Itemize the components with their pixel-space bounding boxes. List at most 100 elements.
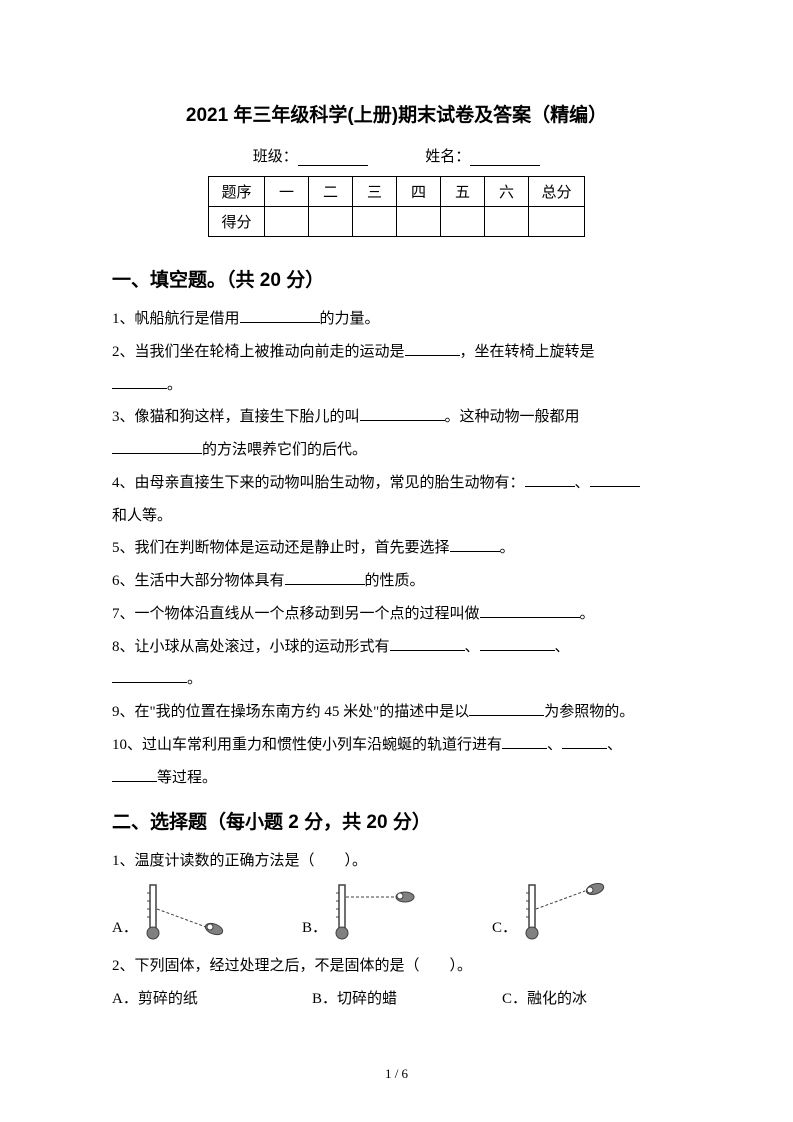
q-text: 6、生活中大部分物体具有 (112, 573, 285, 589)
td-score-label: 得分 (209, 207, 265, 237)
q-text: 10、过山车常利用重力和惯性使小列车沿蜿蜒的轨道行进有 (112, 737, 502, 753)
blank[interactable] (112, 375, 167, 389)
q-text: 8、让小球从高处滚过，小球的运动形式有 (112, 639, 390, 655)
thermometer-b-icon (333, 883, 433, 941)
q7: 7、一个物体沿直线从一个点移动到另一个点的过程叫做 。 (112, 599, 681, 630)
blank[interactable] (112, 440, 202, 454)
section-1-title: 一、填空题。（共 20 分） (112, 265, 681, 292)
opt-label: C． (492, 916, 517, 937)
th-2: 二 (309, 177, 353, 207)
td-blank[interactable] (529, 207, 585, 237)
q8: 8、让小球从高处滚过，小球的运动形式有 、 、 (112, 632, 681, 663)
thermometer-c-icon (523, 883, 623, 941)
option-b[interactable]: B．切碎的蜡 (312, 984, 502, 1015)
name-blank[interactable] (470, 150, 540, 166)
q-text: 9、在"我的位置在操场东南方约 45 米处"的描述中是以 (112, 704, 469, 720)
s2-q2: 2、下列固体，经过处理之后，不是固体的是（ ）。 (112, 951, 681, 982)
td-blank[interactable] (485, 207, 529, 237)
q3-cont: 的方法喂养它们的后代。 (112, 435, 681, 466)
q-text: 。 (580, 606, 595, 622)
option-c[interactable]: C． (492, 883, 623, 941)
q-text: 等过程。 (157, 770, 217, 786)
blank[interactable] (405, 342, 460, 356)
blank[interactable] (112, 669, 187, 683)
s2-q1-options: A． B． C． (112, 883, 681, 941)
q-text: 、 (575, 475, 590, 491)
blank[interactable] (390, 637, 465, 651)
q-text: 、 (547, 737, 562, 753)
name-label: 姓名： (425, 149, 470, 165)
th-total: 总分 (529, 177, 585, 207)
q10: 10、过山车常利用重力和惯性使小列车沿蜿蜒的轨道行进有 、 、 (112, 730, 681, 761)
q6: 6、生活中大部分物体具有 的性质。 (112, 566, 681, 597)
q-text: 、 (607, 737, 622, 753)
q4-cont: 和人等。 (112, 501, 681, 532)
score-table: 题序 一 二 三 四 五 六 总分 得分 (208, 176, 585, 237)
q-text: 7、一个物体沿直线从一个点移动到另一个点的过程叫做 (112, 606, 480, 622)
blank[interactable] (525, 473, 575, 487)
th-1: 一 (265, 177, 309, 207)
blank[interactable] (360, 407, 445, 421)
q1: 1、帆船航行是借用的力量。 (112, 304, 681, 335)
q-text: 3、像猫和狗这样，直接生下胎儿的叫 (112, 409, 360, 425)
blank[interactable] (240, 309, 320, 323)
td-blank[interactable] (309, 207, 353, 237)
q-text: ，坐在转椅上旋转是 (460, 344, 595, 360)
thermometer-a-icon (144, 883, 244, 941)
blank[interactable] (562, 735, 607, 749)
blank[interactable] (450, 538, 500, 552)
q8-cont: 。 (112, 664, 681, 695)
option-a[interactable]: A．剪碎的纸 (112, 984, 312, 1015)
blank[interactable] (480, 637, 555, 651)
blank[interactable] (590, 473, 640, 487)
page-title: 2021 年三年级科学(上册)期末试卷及答案（精编） (112, 100, 681, 127)
th-4: 四 (397, 177, 441, 207)
td-blank[interactable] (441, 207, 485, 237)
q-text: 为参照物的。 (544, 704, 634, 720)
q-text: 4、由母亲直接生下来的动物叫胎生动物，常见的胎生动物有： (112, 475, 525, 491)
q-text: 、 (555, 639, 570, 655)
q3: 3、像猫和狗这样，直接生下胎儿的叫 。这种动物一般都用 (112, 402, 681, 433)
q5: 5、我们在判断物体是运动还是静止时，首先要选择 。 (112, 533, 681, 564)
info-line: 班级： 姓名： (112, 145, 681, 166)
q2-cont: 。 (112, 370, 681, 401)
td-blank[interactable] (265, 207, 309, 237)
q-text: 1、帆船航行是借用 (112, 311, 240, 327)
blank[interactable] (112, 768, 157, 782)
th-3: 三 (353, 177, 397, 207)
q-text: 和人等。 (112, 508, 172, 524)
q-text: 5、我们在判断物体是运动还是静止时，首先要选择 (112, 540, 450, 556)
q-text: 的方法喂养它们的后代。 (202, 442, 367, 458)
q-text: 。这种动物一般都用 (445, 409, 580, 425)
th-5: 五 (441, 177, 485, 207)
q-text: 。 (500, 540, 515, 556)
blank[interactable] (480, 604, 580, 618)
s2-q2-options: A．剪碎的纸 B．切碎的蜡 C．融化的冰 (112, 984, 681, 1015)
th-seq: 题序 (209, 177, 265, 207)
q-text: 的性质。 (365, 573, 425, 589)
blank[interactable] (469, 702, 544, 716)
blank[interactable] (502, 735, 547, 749)
q2: 2、当我们坐在轮椅上被推动向前走的运动是 ，坐在转椅上旋转是 (112, 337, 681, 368)
class-blank[interactable] (298, 150, 368, 166)
option-c[interactable]: C．融化的冰 (502, 984, 587, 1015)
opt-label: A． (112, 916, 138, 937)
q9: 9、在"我的位置在操场东南方约 45 米处"的描述中是以 为参照物的。 (112, 697, 681, 728)
q10-cont: 等过程。 (112, 763, 681, 794)
q-text: 2、当我们坐在轮椅上被推动向前走的运动是 (112, 344, 405, 360)
td-blank[interactable] (353, 207, 397, 237)
option-b[interactable]: B． (302, 883, 492, 941)
blank[interactable] (285, 571, 365, 585)
table-row: 题序 一 二 三 四 五 六 总分 (209, 177, 585, 207)
q4: 4、由母亲直接生下来的动物叫胎生动物，常见的胎生动物有： 、 (112, 468, 681, 499)
section-2-title: 二、选择题（每小题 2 分，共 20 分） (112, 807, 681, 834)
th-6: 六 (485, 177, 529, 207)
q-text: 。 (167, 377, 182, 393)
class-label: 班级： (253, 149, 298, 165)
option-a[interactable]: A． (112, 883, 302, 941)
td-blank[interactable] (397, 207, 441, 237)
q-text: 、 (465, 639, 480, 655)
s2-q1: 1、温度计读数的正确方法是（ ）。 (112, 846, 681, 877)
table-row: 得分 (209, 207, 585, 237)
q-text: 。 (187, 671, 202, 687)
